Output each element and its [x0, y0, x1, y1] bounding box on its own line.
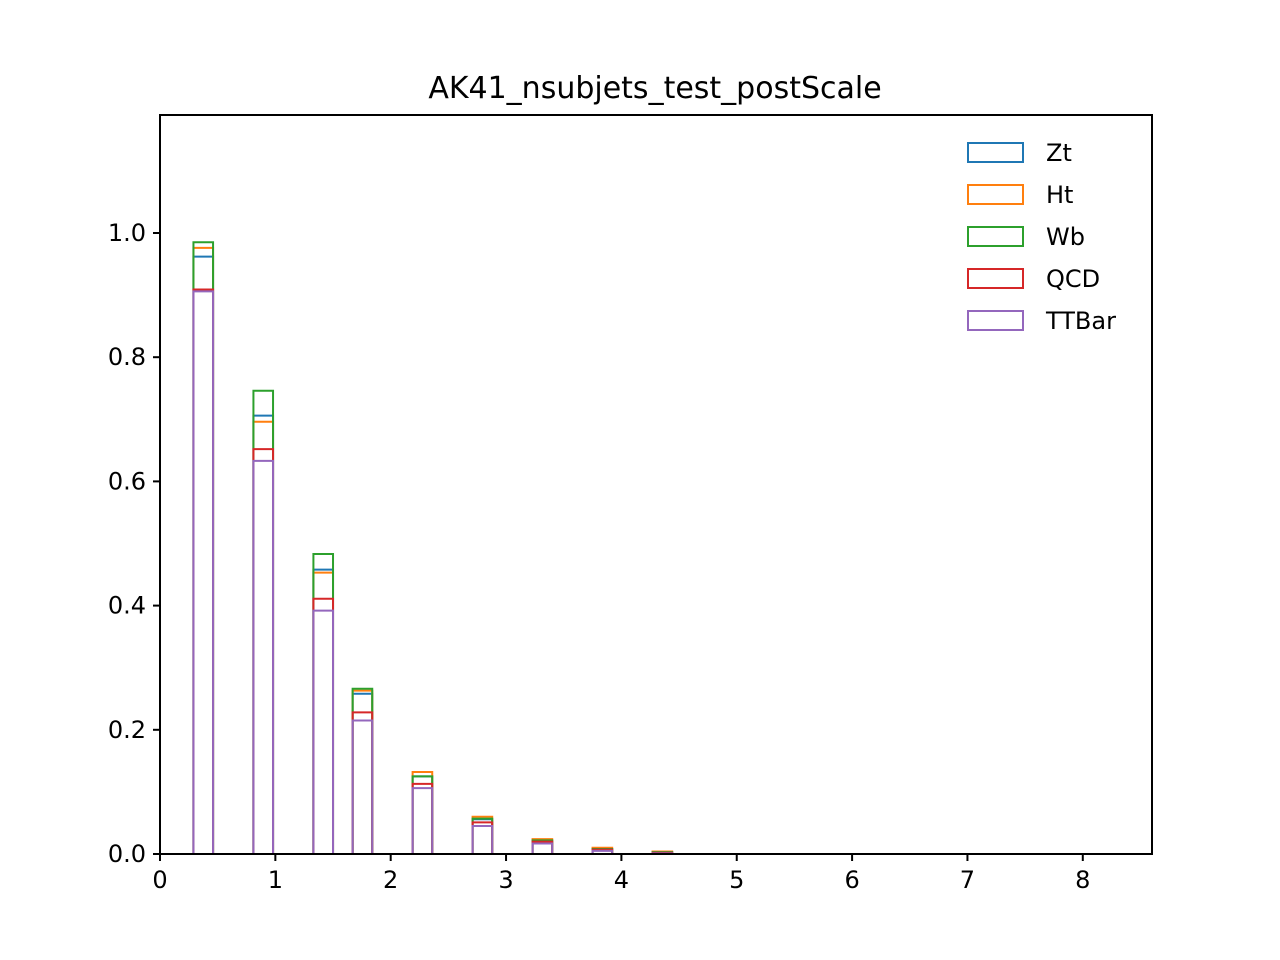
bar-ht-2 — [312, 571, 335, 854]
legend-swatch-ttbar — [967, 310, 1024, 331]
bar-ttbar-4 — [411, 787, 434, 854]
bar-ttbar-7 — [591, 849, 614, 854]
legend-item-ttbar: TTBar — [967, 307, 1116, 335]
bar-zt-2 — [312, 568, 335, 854]
bar-ttbar-2 — [312, 609, 335, 854]
x-tick-label-6: 6 — [844, 866, 859, 894]
bar-zt-1 — [252, 414, 275, 854]
legend-label-ttbar: TTBar — [1045, 307, 1116, 335]
y-tick-label-1: 0.2 — [108, 716, 146, 744]
x-tick-label-0: 0 — [152, 866, 167, 894]
bar-ttbar-1 — [252, 459, 275, 854]
bar-qcd-0 — [192, 288, 215, 854]
bar-ht-3 — [351, 689, 374, 854]
legend-swatch-wb — [967, 226, 1024, 247]
bar-ttbar-3 — [351, 719, 374, 854]
y-axis: 0.0 0.2 0.4 0.6 0.8 1.0 — [108, 219, 160, 868]
bar-zt-5 — [471, 818, 494, 854]
y-tick-label-0: 0.0 — [108, 840, 146, 868]
bar-zt-0 — [192, 255, 215, 854]
x-tick-label-1: 1 — [268, 866, 283, 894]
bar-qcd-2 — [312, 597, 335, 854]
x-tick-label-5: 5 — [729, 866, 744, 894]
bar-ttbar-5 — [471, 825, 494, 854]
plot-area-frame — [159, 114, 1153, 855]
legend-item-wb: Wb — [967, 223, 1085, 251]
legend-item-qcd: QCD — [967, 265, 1100, 293]
bar-ht-1 — [252, 420, 275, 854]
legend-item-zt: Zt — [967, 139, 1072, 167]
series-qcd — [192, 288, 674, 854]
legend-label-ht: Ht — [1046, 181, 1073, 209]
bar-zt-3 — [351, 692, 374, 854]
series-wb — [192, 241, 674, 854]
legend-label-qcd: QCD — [1046, 265, 1100, 293]
bar-qcd-5 — [471, 821, 494, 854]
y-tick-label-2: 0.4 — [108, 592, 146, 620]
legend-swatch-zt — [967, 142, 1024, 163]
legend-label-wb: Wb — [1046, 223, 1085, 251]
y-tick-label-5: 1.0 — [108, 219, 146, 247]
series-ht — [192, 246, 674, 854]
bar-wb-5 — [471, 817, 494, 854]
x-tick-label-4: 4 — [614, 866, 629, 894]
y-tick-label-3: 0.6 — [108, 467, 146, 495]
bar-ht-0 — [192, 246, 215, 854]
x-tick-label-3: 3 — [498, 866, 513, 894]
legend-label-zt: Zt — [1046, 139, 1072, 167]
legend-item-ht: Ht — [967, 181, 1073, 209]
legend-swatch-ht — [967, 184, 1024, 205]
bar-ttbar-0 — [192, 290, 215, 854]
legend: Zt Ht Wb QCD TTBar — [967, 139, 1116, 335]
series-ttbar — [192, 290, 674, 855]
x-tick-label-7: 7 — [960, 866, 975, 894]
y-tick-label-4: 0.8 — [108, 343, 146, 371]
series-zt — [192, 255, 674, 854]
bar-wb-0 — [192, 241, 215, 854]
legend-swatch-qcd — [967, 268, 1024, 289]
bar-qcd-1 — [252, 448, 275, 854]
bars-layer — [192, 241, 674, 855]
bar-ttbar-6 — [531, 842, 554, 854]
bar-wb-3 — [351, 687, 374, 854]
bar-qcd-3 — [351, 711, 374, 854]
x-tick-label-8: 8 — [1075, 866, 1090, 894]
x-axis: 0 1 2 3 4 5 6 7 8 — [152, 854, 1090, 894]
chart-title: AK41_nsubjets_test_postScale — [428, 71, 881, 106]
x-tick-label-2: 2 — [383, 866, 398, 894]
bar-qcd-4 — [411, 782, 434, 854]
